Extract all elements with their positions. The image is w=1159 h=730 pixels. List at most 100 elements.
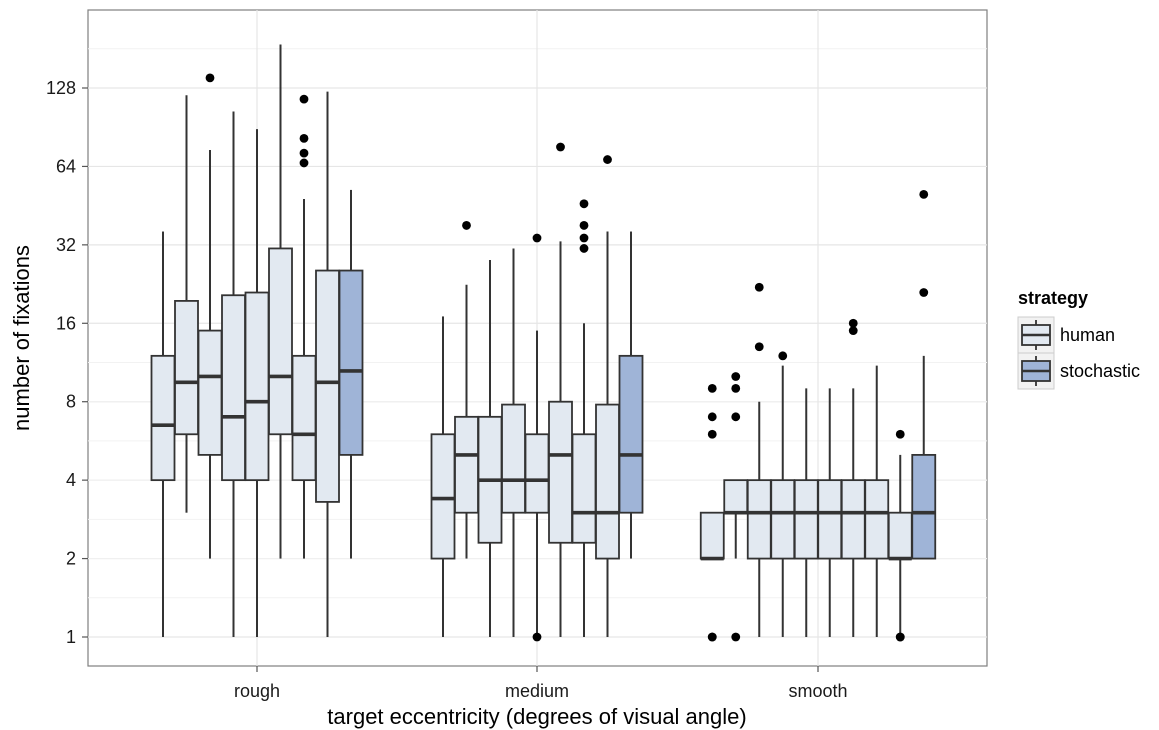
y-axis: 1 2 4 8 16 32 64 128	[46, 78, 88, 647]
box-body	[501, 403, 526, 514]
box-body	[595, 403, 620, 560]
y-tick-label: 8	[66, 392, 76, 412]
outlier-point	[707, 429, 717, 439]
x-tick-label: smooth	[788, 681, 847, 701]
legend-title: strategy	[1018, 288, 1088, 308]
box-body	[571, 433, 597, 544]
outlier-point	[603, 155, 612, 164]
outlier-point	[299, 148, 309, 158]
box-rough-4	[244, 129, 270, 637]
box-body	[454, 415, 479, 514]
legend-items: human stochastic	[1017, 316, 1140, 390]
outlier-point	[731, 372, 741, 381]
outlier-point	[778, 351, 788, 361]
box-rough-3	[221, 111, 246, 637]
box-body	[699, 511, 725, 560]
y-tick-label: 4	[66, 470, 76, 490]
y-tick-label: 64	[56, 156, 76, 176]
outlier-point	[205, 73, 215, 83]
legend-label: stochastic	[1060, 361, 1140, 381]
box-rough-2	[197, 73, 223, 559]
outlier-point	[707, 632, 717, 642]
legend: strategy human stochastic	[1017, 288, 1140, 390]
y-tick-label: 1	[66, 627, 76, 647]
legend-item-human: human	[1017, 316, 1115, 354]
legend-item-stochastic: stochastic	[1017, 352, 1140, 390]
outlier-point	[579, 244, 589, 253]
box-body	[197, 329, 223, 456]
outlier-point	[754, 282, 764, 292]
box-medium-8	[618, 231, 644, 559]
box-medium-2	[477, 259, 503, 637]
outlier-point	[299, 94, 309, 104]
y-tick-label: 128	[46, 78, 76, 98]
box-smooth-1	[723, 372, 749, 642]
outlier-point	[848, 318, 858, 328]
box-medium-7	[595, 155, 620, 637]
box-body	[150, 354, 176, 482]
box-smooth-9	[911, 189, 937, 560]
outlier-point	[895, 429, 905, 439]
box-smooth-0	[699, 383, 725, 642]
outlier-point	[579, 221, 589, 230]
box-rough-0	[150, 231, 176, 637]
box-body	[524, 433, 550, 514]
x-tick-label: rough	[234, 681, 280, 701]
box-smooth-4	[793, 388, 819, 637]
box-body	[793, 479, 819, 560]
outlier-point	[579, 233, 589, 243]
outlier-point	[895, 632, 905, 642]
outlier-point	[532, 233, 542, 243]
outlier-point	[299, 133, 309, 143]
box-body	[618, 354, 644, 514]
outlier-point	[919, 288, 929, 297]
box-body	[315, 269, 340, 503]
outlier-point	[299, 158, 309, 168]
box-body	[430, 433, 456, 560]
box-body	[291, 354, 317, 482]
box-medium-1	[454, 221, 479, 559]
outlier-point	[532, 632, 542, 642]
y-tick-label: 16	[56, 313, 76, 333]
box-body	[864, 479, 890, 560]
y-tick-label: 32	[56, 235, 76, 255]
box-body	[338, 269, 364, 456]
box-body	[244, 291, 270, 482]
box-body	[723, 479, 749, 514]
box-rough-6	[291, 94, 317, 559]
outlier-point	[579, 199, 589, 209]
y-axis-title: number of fixations	[9, 245, 34, 431]
box-smooth-6	[840, 318, 866, 637]
box-smooth-2	[746, 282, 772, 637]
outlier-point	[919, 189, 929, 199]
box-body	[268, 247, 293, 436]
box-body	[746, 479, 772, 560]
box-body	[887, 511, 913, 560]
outlier-point	[731, 383, 741, 393]
outlier-point	[556, 142, 565, 152]
box-layer	[150, 44, 937, 642]
outlier-point	[848, 326, 858, 335]
outlier-point	[462, 221, 471, 230]
box-body	[221, 294, 246, 482]
x-tick-label: medium	[505, 681, 569, 701]
outlier-point	[707, 412, 717, 422]
outlier-point	[731, 412, 741, 422]
box-smooth-7	[864, 365, 890, 637]
box-medium-4	[524, 233, 550, 642]
outlier-point	[707, 383, 717, 393]
box-body	[770, 479, 796, 560]
x-axis: rough medium smooth	[234, 666, 848, 701]
outlier-point	[754, 342, 764, 352]
y-tick-label: 2	[66, 549, 76, 569]
outlier-point	[731, 632, 741, 642]
box-rough-8	[338, 189, 364, 559]
box-body	[817, 479, 843, 560]
box-body	[911, 453, 937, 560]
box-body	[548, 400, 573, 544]
box-body	[840, 479, 866, 560]
x-axis-title: target eccentricity (degrees of visual a…	[327, 704, 746, 729]
box-body	[174, 300, 199, 436]
legend-label: human	[1060, 325, 1115, 345]
